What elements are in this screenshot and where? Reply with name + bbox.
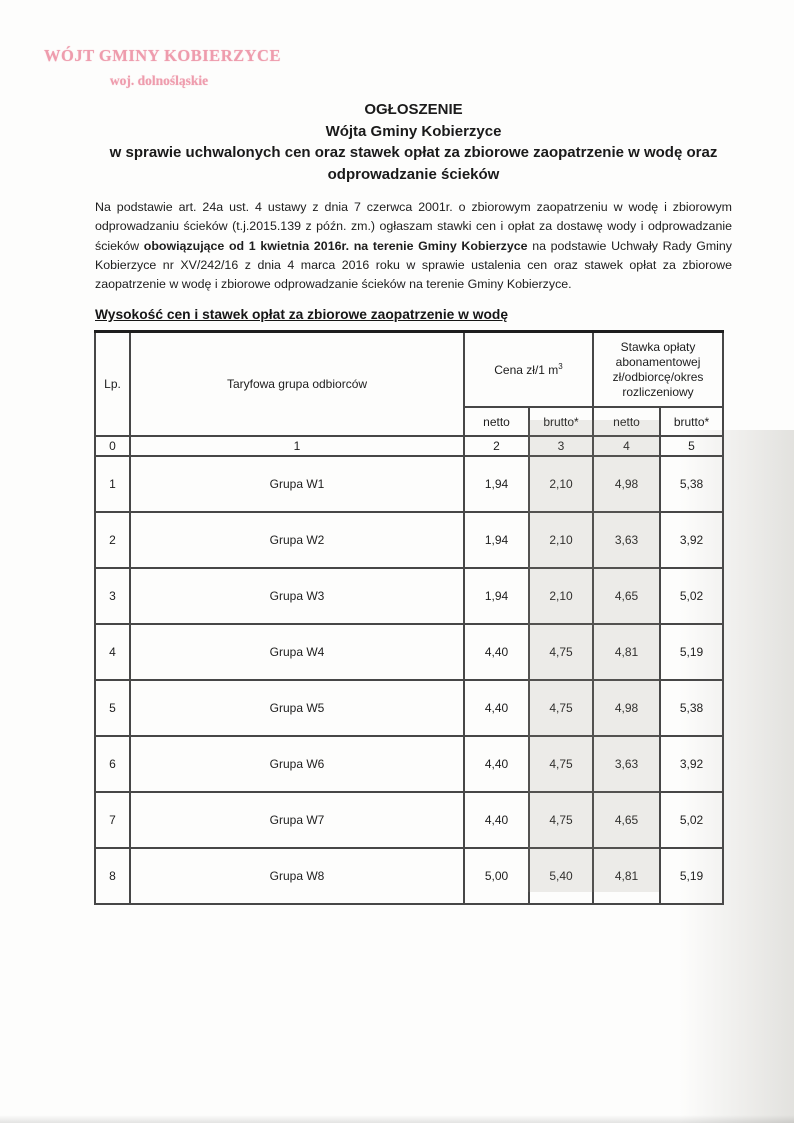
col-number-1: 1 xyxy=(129,435,465,458)
paragraph-part-3: na podstawie Uchwały Rady Gminy Kobierzy… xyxy=(95,238,733,292)
row-fee-netto: 4,65 xyxy=(592,567,662,626)
row-lp: 3 xyxy=(94,567,131,626)
row-group: Grupa W5 xyxy=(129,679,465,738)
price-header-superscript: 3 xyxy=(558,361,563,371)
title-line-3: w sprawie uchwalonych cen oraz stawek op… xyxy=(109,144,718,161)
table-row: 1 Grupa W1 1,94 2,10 4,98 5,38 xyxy=(94,455,725,514)
price-header-text: Cena zł/1 m xyxy=(494,362,559,377)
section-heading: Wysokość cen i stawek opłat za zbiorowe … xyxy=(95,306,508,322)
row-fee-brutto: 5,38 xyxy=(659,455,725,514)
row-fee-netto: 4,98 xyxy=(592,455,662,514)
row-price-brutto: 4,75 xyxy=(527,735,595,794)
table-subheader-row: netto brutto* netto brutto* xyxy=(95,406,725,438)
col-number-4: 4 xyxy=(592,435,662,458)
col-number-0: 0 xyxy=(94,435,131,458)
row-price-netto: 1,94 xyxy=(463,567,530,626)
document-title-block: OGŁOSZENIE Wójta Gminy Kobierzyce w spra… xyxy=(95,99,732,185)
table-row: 8 Grupa W8 5,00 5,40 4,81 5,19 xyxy=(94,847,725,906)
row-lp: 5 xyxy=(94,679,131,738)
table-row: 4 Grupa W4 4,40 4,75 4,81 5,19 xyxy=(94,623,725,682)
title-line-1: OGŁOSZENIE xyxy=(364,101,463,118)
row-fee-netto: 3,63 xyxy=(592,735,662,794)
column-number-row: 0 1 2 3 4 5 xyxy=(94,435,725,458)
row-group: Grupa W3 xyxy=(129,567,465,626)
table-row: 6 Grupa W6 4,40 4,75 3,63 3,92 xyxy=(94,735,725,794)
paragraph-bold-effective-date: obowiązujące od 1 kwietnia 2016r. na ter… xyxy=(143,238,528,253)
document-content: OGŁOSZENIE Wójta Gminy Kobierzyce w spra… xyxy=(94,99,732,906)
row-price-brutto: 4,75 xyxy=(527,791,595,850)
row-lp: 7 xyxy=(94,791,131,850)
subheader-netto-2: netto xyxy=(592,406,662,438)
row-fee-netto: 4,98 xyxy=(592,679,662,738)
row-price-netto: 5,00 xyxy=(463,847,530,906)
row-price-brutto: 2,10 xyxy=(527,511,595,570)
table-row: 3 Grupa W3 1,94 2,10 4,65 5,02 xyxy=(94,567,725,626)
row-group: Grupa W7 xyxy=(129,791,465,850)
row-fee-brutto: 5,02 xyxy=(659,567,725,626)
row-price-brutto: 4,75 xyxy=(527,623,595,682)
row-group: Grupa W8 xyxy=(129,847,465,906)
row-price-netto: 4,40 xyxy=(463,623,530,682)
row-lp: 6 xyxy=(94,735,131,794)
scan-bottom-edge xyxy=(0,1115,794,1123)
row-fee-netto: 4,81 xyxy=(592,847,662,906)
table-row: 7 Grupa W7 4,40 4,75 4,65 5,02 xyxy=(94,791,725,850)
row-price-netto: 4,40 xyxy=(463,679,530,738)
subheader-brutto-1: brutto* xyxy=(527,406,595,438)
table-row: 5 Grupa W5 4,40 4,75 4,98 5,38 xyxy=(94,679,725,738)
row-fee-netto: 3,63 xyxy=(592,511,662,570)
row-group: Grupa W4 xyxy=(129,623,465,682)
row-lp: 2 xyxy=(94,511,131,570)
row-price-netto: 4,40 xyxy=(463,735,530,794)
row-lp: 4 xyxy=(94,623,131,682)
row-group: Grupa W2 xyxy=(129,511,465,570)
subheader-netto-1: netto xyxy=(463,406,530,438)
row-fee-netto: 4,65 xyxy=(592,791,662,850)
col-number-3: 3 xyxy=(527,435,595,458)
row-price-netto: 1,94 xyxy=(463,511,530,570)
official-stamp: WÓJT GMINY KOBIERZYCE woj. dolnośląskie xyxy=(44,46,281,89)
row-price-netto: 1,94 xyxy=(463,455,530,514)
stamp-voivodeship-text: woj. dolnośląskie xyxy=(109,73,209,88)
row-lp: 8 xyxy=(94,847,131,906)
col-number-5: 5 xyxy=(659,435,725,458)
row-group: Grupa W1 xyxy=(129,455,465,514)
stamp-authority-text: WÓJT GMINY KOBIERZYCE xyxy=(44,46,281,65)
row-lp: 1 xyxy=(94,455,131,514)
row-price-netto: 4,40 xyxy=(463,791,530,850)
row-fee-brutto: 3,92 xyxy=(659,511,725,570)
row-fee-brutto: 5,38 xyxy=(659,679,725,738)
row-price-brutto: 4,75 xyxy=(527,679,595,738)
col-header-subscription: Stawka opłaty abonamentowej zł/odbiorcę/… xyxy=(592,330,725,409)
row-fee-brutto: 5,02 xyxy=(659,791,725,850)
row-fee-netto: 4,81 xyxy=(592,623,662,682)
title-line-2: Wójta Gminy Kobierzyce xyxy=(325,122,502,140)
subheader-brutto-2: brutto* xyxy=(659,406,725,438)
row-price-brutto: 2,10 xyxy=(527,567,595,626)
row-fee-brutto: 3,92 xyxy=(659,735,725,794)
col-header-group: Taryfowa grupa odbiorców xyxy=(129,330,465,438)
col-number-2: 2 xyxy=(463,435,530,458)
row-price-brutto: 5,40 xyxy=(527,847,595,906)
title-line-4: odprowadzanie ścieków xyxy=(327,165,500,183)
row-fee-brutto: 5,19 xyxy=(659,623,725,682)
row-fee-brutto: 5,19 xyxy=(659,847,725,906)
row-group: Grupa W6 xyxy=(129,735,465,794)
table-row: 2 Grupa W2 1,94 2,10 3,63 3,92 xyxy=(94,511,725,570)
col-header-price: Cena zł/1 m3 xyxy=(462,330,595,409)
legal-basis-paragraph: Na podstawie art. 24a ust. 4 ustawy z dn… xyxy=(95,198,732,294)
water-rates-table: Lp. Taryfowa grupa odbiorców Cena zł/1 m… xyxy=(94,329,725,906)
row-price-brutto: 2,10 xyxy=(527,455,595,514)
table-header-row: Lp. Taryfowa grupa odbiorców Cena zł/1 m… xyxy=(94,330,725,438)
paragraph-part-1: Na podstawie art. 24a ust. 4 ustawy z dn… xyxy=(95,200,732,253)
col-header-lp: Lp. xyxy=(94,330,131,438)
